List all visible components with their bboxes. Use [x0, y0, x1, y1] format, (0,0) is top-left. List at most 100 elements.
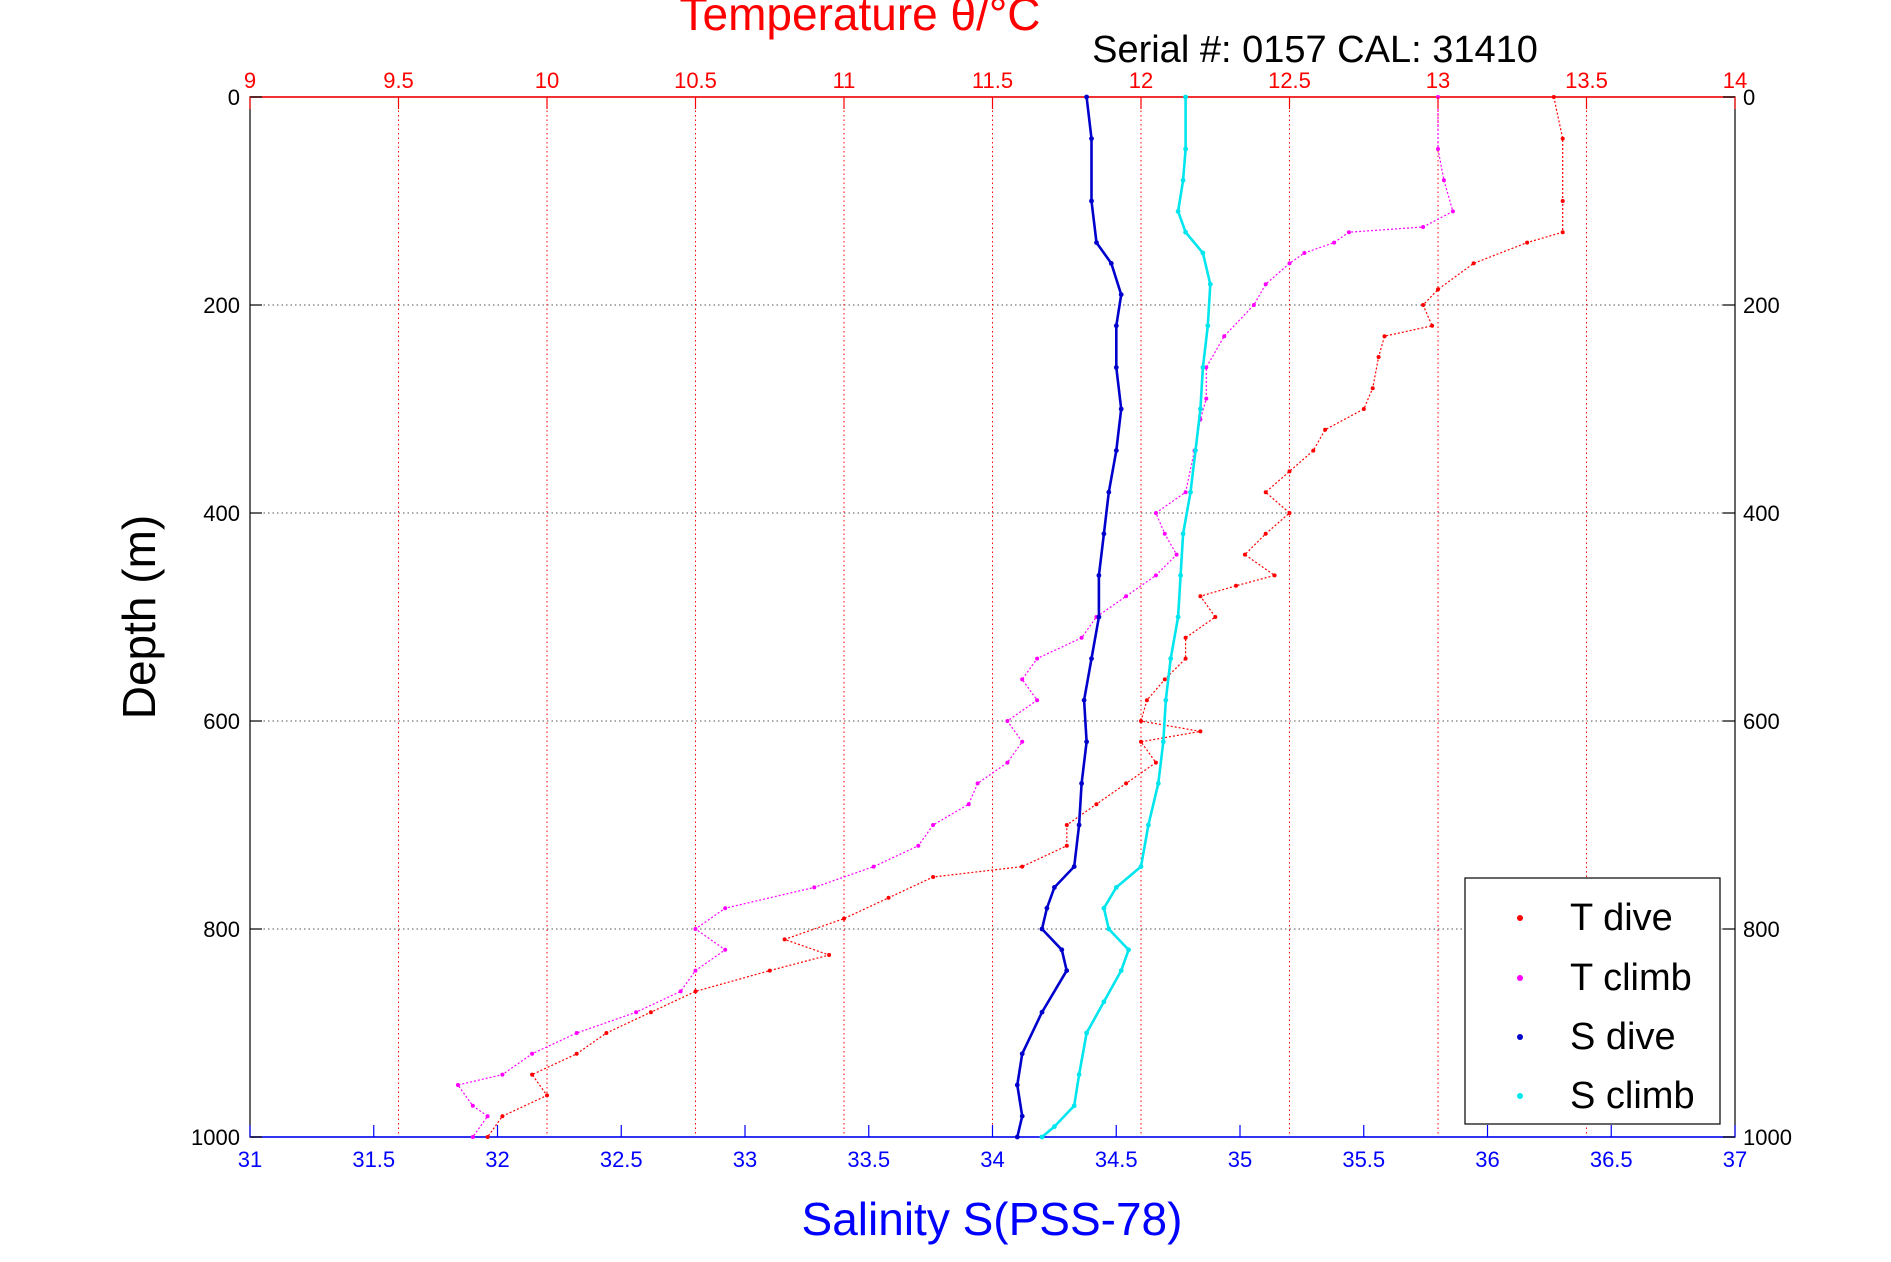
data-point [1089, 656, 1094, 661]
data-point [470, 1135, 475, 1139]
depth-tick-label-left: 800 [203, 917, 240, 942]
data-point [604, 1031, 609, 1035]
data-point [1361, 407, 1366, 411]
data-point [1178, 573, 1183, 578]
data-point [1160, 739, 1166, 745]
depth-tick-label-right: 400 [1743, 501, 1780, 526]
salinity-tick-label: 31.5 [352, 1147, 395, 1172]
data-point [470, 1103, 475, 1108]
data-point [1113, 448, 1119, 453]
data-point [1180, 531, 1186, 537]
temperature-tick-label: 11.5 [972, 68, 1013, 93]
data-point [574, 1051, 579, 1056]
ticks: 0 0 200 200 400 400 600 600 800 800 1000 1000 9 9.5 10… [191, 68, 1792, 1172]
data-point [1471, 261, 1476, 266]
depth-tick-label-left: 1000 [191, 1125, 240, 1150]
data-point [530, 1051, 535, 1056]
data-point [500, 1114, 505, 1119]
data-point [723, 906, 728, 911]
temperature-tick-label: 13 [1426, 68, 1450, 93]
data-point [1094, 802, 1099, 807]
data-point [1094, 240, 1099, 246]
data-point [1076, 1072, 1082, 1077]
series-t-climb [455, 95, 1455, 1139]
data-point [1052, 1124, 1057, 1129]
data-point [500, 1072, 505, 1077]
data-point [1039, 926, 1045, 932]
data-point [1079, 635, 1084, 640]
data-point [1183, 656, 1188, 661]
data-point [1089, 136, 1094, 142]
series-layer [455, 94, 1565, 1140]
series-trace [1015, 96, 1123, 1138]
data-point [842, 916, 846, 921]
series-s-climb [1039, 94, 1213, 1140]
data-point [975, 781, 980, 786]
data-point [1162, 531, 1167, 536]
salinity-tick-label: 31 [238, 1147, 262, 1172]
depth-tick-label-left: 600 [203, 709, 240, 734]
data-point [1450, 209, 1455, 214]
data-point [455, 1083, 460, 1087]
data-point [1126, 947, 1131, 953]
data-point [1323, 427, 1328, 432]
temperature-tick-label: 11 [833, 68, 856, 93]
data-point [1014, 1134, 1020, 1140]
legend-marker-t-climb [1517, 975, 1523, 981]
data-point [1198, 729, 1203, 734]
data-point [1101, 905, 1107, 911]
temperature-tick-label: 9.5 [383, 68, 414, 93]
salinity-tick-label: 36 [1475, 1147, 1499, 1172]
data-point [1113, 885, 1119, 890]
salinity-tick-label: 34 [980, 1147, 1004, 1172]
data-point [1436, 287, 1440, 292]
data-point [1096, 614, 1102, 620]
data-point [1188, 489, 1193, 495]
data-point [1525, 240, 1530, 245]
legend-box [1464, 877, 1721, 1125]
data-point [1005, 760, 1010, 765]
data-point [678, 989, 683, 994]
data-point [931, 875, 936, 879]
data-point [1287, 469, 1292, 474]
data-point [1020, 739, 1025, 744]
data-point [1263, 282, 1268, 287]
data-point [693, 927, 698, 931]
depth-tick-label-right: 1000 [1743, 1125, 1792, 1150]
data-point [767, 968, 772, 973]
data-point [1146, 822, 1151, 828]
data-point [1052, 885, 1057, 890]
data-point [1242, 552, 1247, 557]
legend-marker-s-dive [1517, 1034, 1523, 1040]
data-point [1168, 656, 1174, 661]
data-point [1071, 864, 1077, 869]
data-point [916, 843, 921, 848]
data-point [1113, 365, 1119, 370]
depth-tick-label-right: 0 [1743, 85, 1755, 110]
data-point [1014, 1082, 1020, 1088]
salinity-tick-label: 32 [485, 1147, 509, 1172]
series-s-dive [1014, 94, 1124, 1140]
salinity-tick-label: 37 [1723, 1147, 1747, 1172]
data-point [1084, 1030, 1089, 1036]
temperature-tick-label: 10 [535, 68, 559, 93]
temperature-tick-label: 9 [244, 68, 256, 93]
data-point [1163, 697, 1169, 703]
depth-tick-label-right: 800 [1743, 917, 1780, 942]
data-point [1560, 230, 1565, 235]
data-point [1144, 698, 1149, 703]
series-t-dive [485, 95, 1565, 1139]
data-point [1204, 365, 1209, 370]
data-point [1079, 781, 1084, 786]
data-point [1081, 697, 1087, 703]
data-point [1019, 1113, 1025, 1119]
data-point [723, 947, 728, 952]
data-point [1035, 698, 1040, 703]
data-point [1064, 823, 1069, 827]
chart-subtitle: Serial #: 0157 CAL: 31410 [1092, 29, 1538, 71]
legend-label-t-dive: T dive [1570, 897, 1673, 939]
data-point [1084, 94, 1089, 100]
data-point [871, 864, 876, 869]
data-point [1332, 240, 1337, 245]
temperature-tick-label: 12.5 [1268, 68, 1311, 93]
